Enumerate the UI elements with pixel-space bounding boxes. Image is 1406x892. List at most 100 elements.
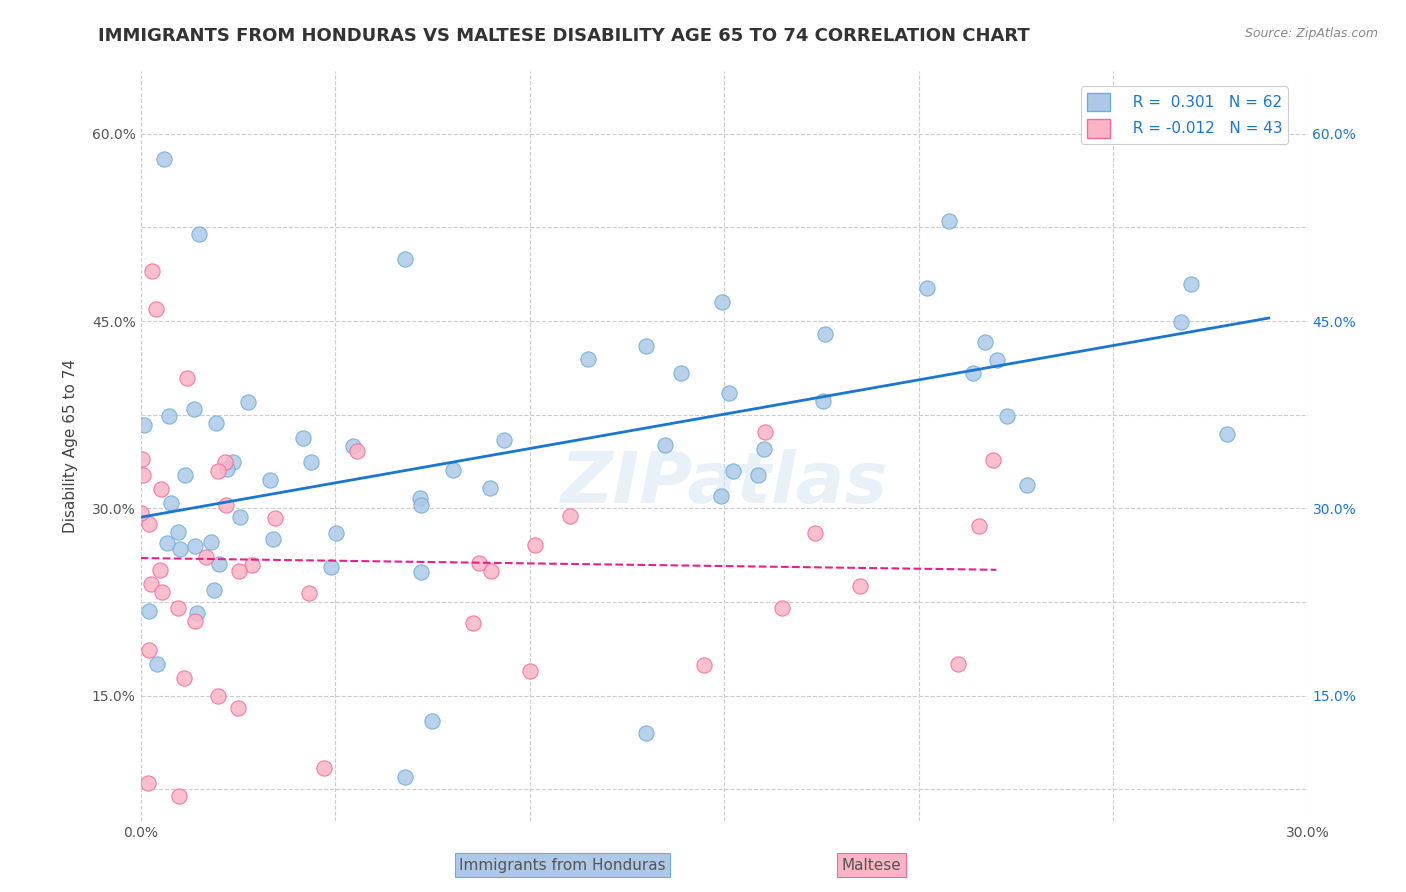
- Point: [215, 499, 238, 513]
- Text: Maltese: Maltese: [842, 858, 901, 872]
- Point: [995, 409, 1018, 423]
- Point: [974, 334, 997, 349]
- Point: [394, 252, 416, 266]
- Point: [669, 366, 692, 380]
- Point: [176, 371, 198, 385]
- Point: [173, 467, 195, 482]
- Point: [917, 280, 939, 294]
- Point: [558, 508, 581, 523]
- Point: [813, 394, 835, 409]
- Text: IMMIGRANTS FROM HONDURAS VS MALTESE DISABILITY AGE 65 TO 74 CORRELATION CHART: IMMIGRANTS FROM HONDURAS VS MALTESE DISA…: [98, 27, 1031, 45]
- Point: [299, 455, 322, 469]
- Point: [207, 464, 229, 478]
- Point: [169, 541, 191, 556]
- Point: [849, 579, 872, 593]
- Point: [160, 496, 183, 510]
- Point: [1170, 315, 1192, 329]
- Point: [132, 418, 155, 433]
- Point: [186, 606, 208, 620]
- Point: [136, 776, 159, 790]
- Point: [184, 539, 207, 553]
- Point: [156, 536, 179, 550]
- Point: [946, 657, 969, 671]
- Point: [139, 577, 162, 591]
- Point: [519, 664, 541, 678]
- Point: [636, 339, 658, 353]
- Point: [183, 402, 205, 417]
- Point: [131, 451, 153, 466]
- Point: [754, 425, 776, 440]
- Point: [981, 453, 1004, 467]
- Y-axis label: Disability Age 65 to 74: Disability Age 65 to 74: [63, 359, 77, 533]
- Point: [314, 761, 336, 775]
- Point: [411, 499, 433, 513]
- Point: [1015, 478, 1038, 492]
- Point: [654, 438, 676, 452]
- Point: [145, 301, 167, 316]
- Point: [226, 701, 249, 715]
- Point: [149, 563, 172, 577]
- Text: ZIPatlas: ZIPatlas: [561, 449, 887, 518]
- Point: [150, 585, 173, 599]
- Point: [264, 510, 287, 524]
- Point: [205, 416, 228, 430]
- Point: [479, 481, 502, 495]
- Point: [194, 549, 217, 564]
- Legend:   R =  0.301   N = 62,   R = -0.012   N = 43: R = 0.301 N = 62, R = -0.012 N = 43: [1081, 87, 1288, 144]
- Point: [141, 264, 163, 278]
- Point: [747, 467, 769, 482]
- Point: [969, 519, 991, 533]
- Point: [259, 473, 281, 487]
- Point: [207, 689, 229, 703]
- Point: [146, 657, 169, 671]
- Point: [938, 214, 960, 228]
- Point: [1180, 277, 1202, 291]
- Point: [346, 444, 368, 458]
- Point: [718, 386, 741, 401]
- Point: [298, 585, 321, 599]
- Point: [710, 489, 733, 503]
- Point: [441, 463, 464, 477]
- Point: [523, 538, 546, 552]
- Point: [167, 525, 190, 540]
- Point: [149, 482, 172, 496]
- Point: [131, 468, 153, 483]
- Point: [138, 643, 160, 657]
- Text: Source: ZipAtlas.com: Source: ZipAtlas.com: [1244, 27, 1378, 40]
- Point: [342, 439, 364, 453]
- Point: [576, 351, 599, 366]
- Point: [200, 535, 222, 549]
- Point: [229, 509, 252, 524]
- Point: [693, 658, 716, 673]
- Point: [962, 366, 984, 380]
- Point: [394, 770, 416, 784]
- Point: [319, 559, 342, 574]
- Point: [217, 462, 239, 476]
- Point: [492, 433, 515, 447]
- Point: [129, 506, 152, 520]
- Point: [169, 789, 191, 803]
- Point: [153, 152, 176, 166]
- Point: [468, 556, 491, 570]
- Point: [1216, 427, 1239, 442]
- Point: [409, 491, 432, 506]
- Point: [422, 714, 444, 728]
- Point: [291, 431, 314, 445]
- Point: [636, 726, 658, 740]
- Point: [184, 614, 207, 628]
- Point: [711, 295, 734, 310]
- Point: [804, 525, 827, 540]
- Point: [409, 566, 432, 580]
- Point: [752, 442, 775, 456]
- Point: [813, 326, 835, 341]
- Point: [208, 557, 231, 571]
- Point: [214, 454, 236, 468]
- Point: [138, 516, 160, 531]
- Point: [173, 671, 195, 685]
- Point: [228, 564, 250, 578]
- Point: [986, 352, 1008, 367]
- Point: [236, 395, 259, 409]
- Point: [463, 616, 485, 631]
- Point: [202, 582, 225, 597]
- Point: [157, 409, 180, 424]
